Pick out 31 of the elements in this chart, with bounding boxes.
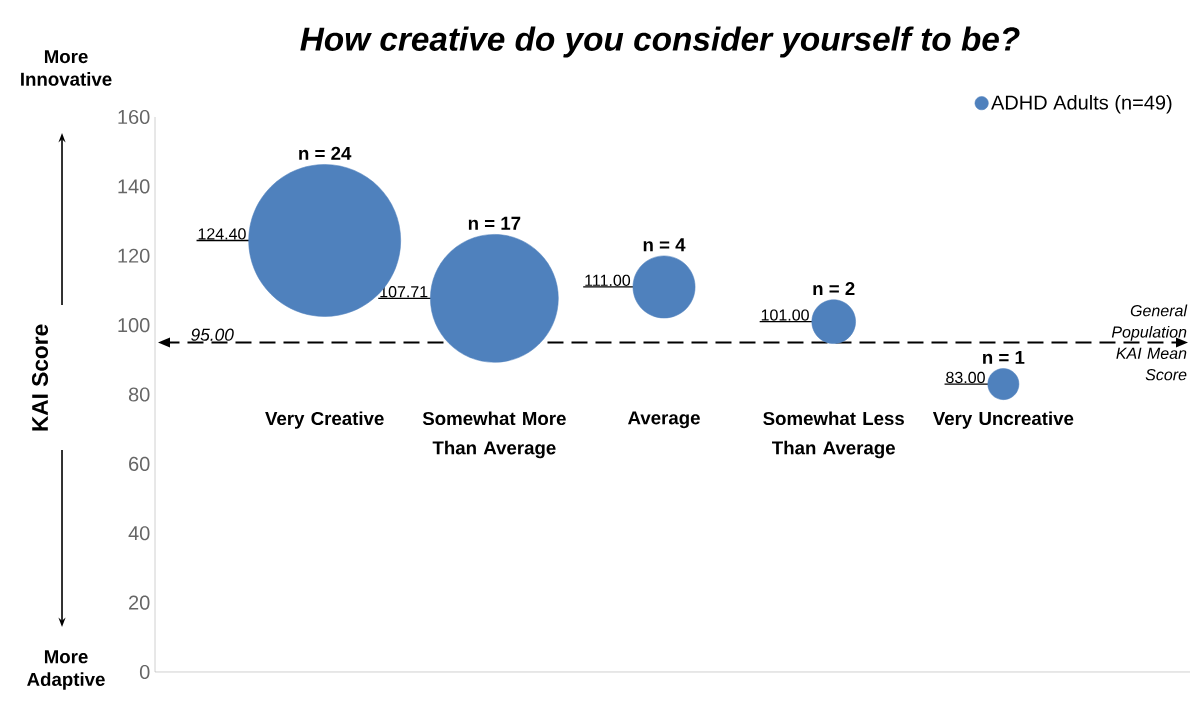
text: More Adaptive bbox=[27, 650, 105, 690]
annotation: n = 2 bbox=[813, 281, 855, 296]
chart-title: How creative do you consider yourself to be? bbox=[300, 26, 1020, 58]
x-tick-label: Somewhat Less Than Average bbox=[763, 411, 904, 459]
y-axis-title: KAI Score bbox=[31, 324, 49, 431]
data-label: 111.00 bbox=[585, 274, 631, 287]
y-tick-label: 0 bbox=[139, 664, 150, 680]
data-label: 124.40 bbox=[198, 228, 246, 240]
annotation: 95.00 bbox=[191, 328, 234, 341]
y-tick-label: 60 bbox=[129, 456, 150, 471]
y-tick-label: 120 bbox=[118, 248, 150, 263]
annotation: n = 17 bbox=[468, 216, 521, 230]
x-tick-label: Very Creative bbox=[265, 411, 384, 429]
y-tick-label: 140 bbox=[118, 179, 150, 194]
x-tick-label: Somewhat More Than Average bbox=[422, 411, 566, 459]
data-label: 83.00 bbox=[946, 371, 985, 384]
ref-line-label: General Population KAI Mean Score bbox=[1111, 304, 1188, 381]
y-tick-label: 80 bbox=[128, 387, 150, 402]
legend-label: ADHD Adults (n=49) bbox=[991, 94, 1172, 114]
y-tick-label: 160 bbox=[118, 109, 150, 125]
y-tick-label: 100 bbox=[118, 318, 150, 333]
annotation: n = 1 bbox=[983, 350, 1025, 364]
annotation: n = 4 bbox=[643, 238, 686, 252]
x-tick-label: Average bbox=[627, 411, 700, 429]
data-label: 101.00 bbox=[761, 309, 809, 321]
annotation: n = 24 bbox=[299, 146, 352, 160]
y-tick-label: 20 bbox=[129, 595, 150, 610]
text: More Innovative bbox=[21, 50, 112, 86]
y-tick-label: 40 bbox=[128, 526, 150, 541]
data-label: 107.71 bbox=[380, 286, 428, 298]
x-tick-label: Very Uncreative bbox=[932, 411, 1074, 429]
